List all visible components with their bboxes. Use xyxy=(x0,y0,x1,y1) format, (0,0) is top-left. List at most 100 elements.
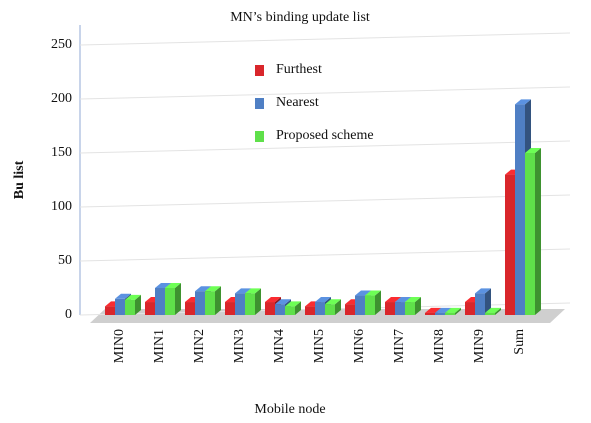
bar-top xyxy=(425,307,441,313)
x-tick-label: MIN4 xyxy=(272,329,287,363)
bar xyxy=(405,302,415,315)
bar xyxy=(385,302,395,315)
grid-line xyxy=(79,140,571,154)
bar-side xyxy=(175,283,181,315)
y-tick-label: 250 xyxy=(51,37,72,52)
bar-side xyxy=(415,297,421,315)
legend-swatch xyxy=(255,98,264,109)
bar xyxy=(345,304,355,315)
bar xyxy=(195,291,205,315)
bar-top xyxy=(525,148,541,153)
x-tick-label: MIN8 xyxy=(432,329,447,363)
bar-side xyxy=(215,286,221,315)
bar xyxy=(305,306,315,315)
bar-side xyxy=(495,307,501,315)
bar xyxy=(355,295,365,315)
bar-top xyxy=(475,288,491,294)
bar-side xyxy=(535,148,541,315)
bar-top xyxy=(365,290,381,296)
bar xyxy=(125,299,135,315)
bar-top xyxy=(205,286,221,292)
grid-line xyxy=(79,194,571,208)
bar-top xyxy=(405,297,421,303)
bar xyxy=(115,298,125,315)
y-tick-label: 200 xyxy=(51,91,72,106)
bar xyxy=(475,293,485,315)
bar xyxy=(165,288,175,315)
grid-line xyxy=(79,248,571,262)
bar xyxy=(265,302,275,315)
x-tick-label: MIN0 xyxy=(112,329,127,363)
bar xyxy=(525,153,535,315)
bar-top xyxy=(235,288,251,294)
x-tick-label: MIN5 xyxy=(312,329,327,363)
legend-swatch xyxy=(255,65,264,76)
y-axis-label: Bu list xyxy=(12,160,27,199)
bar-top xyxy=(395,297,411,303)
bar xyxy=(485,312,495,315)
bar xyxy=(145,302,155,315)
x-tick-label: MIN7 xyxy=(392,329,407,363)
bar xyxy=(105,306,115,315)
x-tick-label: MIN1 xyxy=(152,329,167,363)
bar xyxy=(445,312,455,315)
y-tick-label: 0 xyxy=(65,307,72,322)
bar xyxy=(425,312,435,315)
bar-top xyxy=(355,290,371,296)
bar-side xyxy=(455,307,461,315)
bar-side xyxy=(255,288,261,315)
bar xyxy=(515,104,525,316)
legend-label: Nearest xyxy=(276,95,319,110)
bar-top xyxy=(315,297,331,303)
legend-swatch xyxy=(255,131,264,142)
chart-title: MN’s binding update list xyxy=(230,10,370,25)
bar-top xyxy=(445,307,461,313)
y-tick-label: 150 xyxy=(51,145,72,160)
bar xyxy=(285,306,295,315)
bar-top xyxy=(275,299,291,305)
x-axis-label: Mobile node xyxy=(254,402,325,417)
bar-top xyxy=(435,307,451,313)
bar-top xyxy=(265,297,281,303)
bar-top xyxy=(515,99,531,105)
bar-top xyxy=(485,307,501,313)
bar xyxy=(435,312,445,315)
bar-top xyxy=(385,297,401,303)
bar xyxy=(155,288,165,315)
bar xyxy=(505,174,515,315)
bar-top xyxy=(245,288,261,294)
bar xyxy=(205,291,215,315)
bar xyxy=(185,302,195,315)
bar-top xyxy=(165,283,181,288)
bar-top xyxy=(115,293,131,299)
x-tick-label: MIN6 xyxy=(352,329,367,363)
x-tick-label: Sum xyxy=(512,329,527,355)
bar xyxy=(315,302,325,315)
bar-side xyxy=(135,294,141,315)
bar-side xyxy=(335,299,341,315)
bar-side xyxy=(375,290,381,315)
bar-side xyxy=(485,288,491,315)
bar-top xyxy=(125,294,141,300)
bar-top xyxy=(285,301,301,307)
bar-top xyxy=(155,283,171,288)
bar-side xyxy=(295,301,301,315)
y-tick-label: 50 xyxy=(58,253,72,268)
bar xyxy=(275,304,285,315)
x-tick-label: MIN2 xyxy=(192,329,207,363)
grid-line xyxy=(79,32,571,46)
bar xyxy=(245,293,255,315)
bar xyxy=(325,304,335,315)
legend-label: Proposed scheme xyxy=(276,128,374,143)
bar xyxy=(365,295,375,315)
y-tick-label: 100 xyxy=(51,199,72,214)
bar xyxy=(395,302,405,315)
x-tick-label: MIN9 xyxy=(472,329,487,363)
legend-label: Furthest xyxy=(276,62,322,77)
grid-line xyxy=(79,86,571,100)
bar xyxy=(465,302,475,315)
bar-top xyxy=(195,286,211,292)
bar xyxy=(225,302,235,315)
bar-top xyxy=(325,299,341,305)
